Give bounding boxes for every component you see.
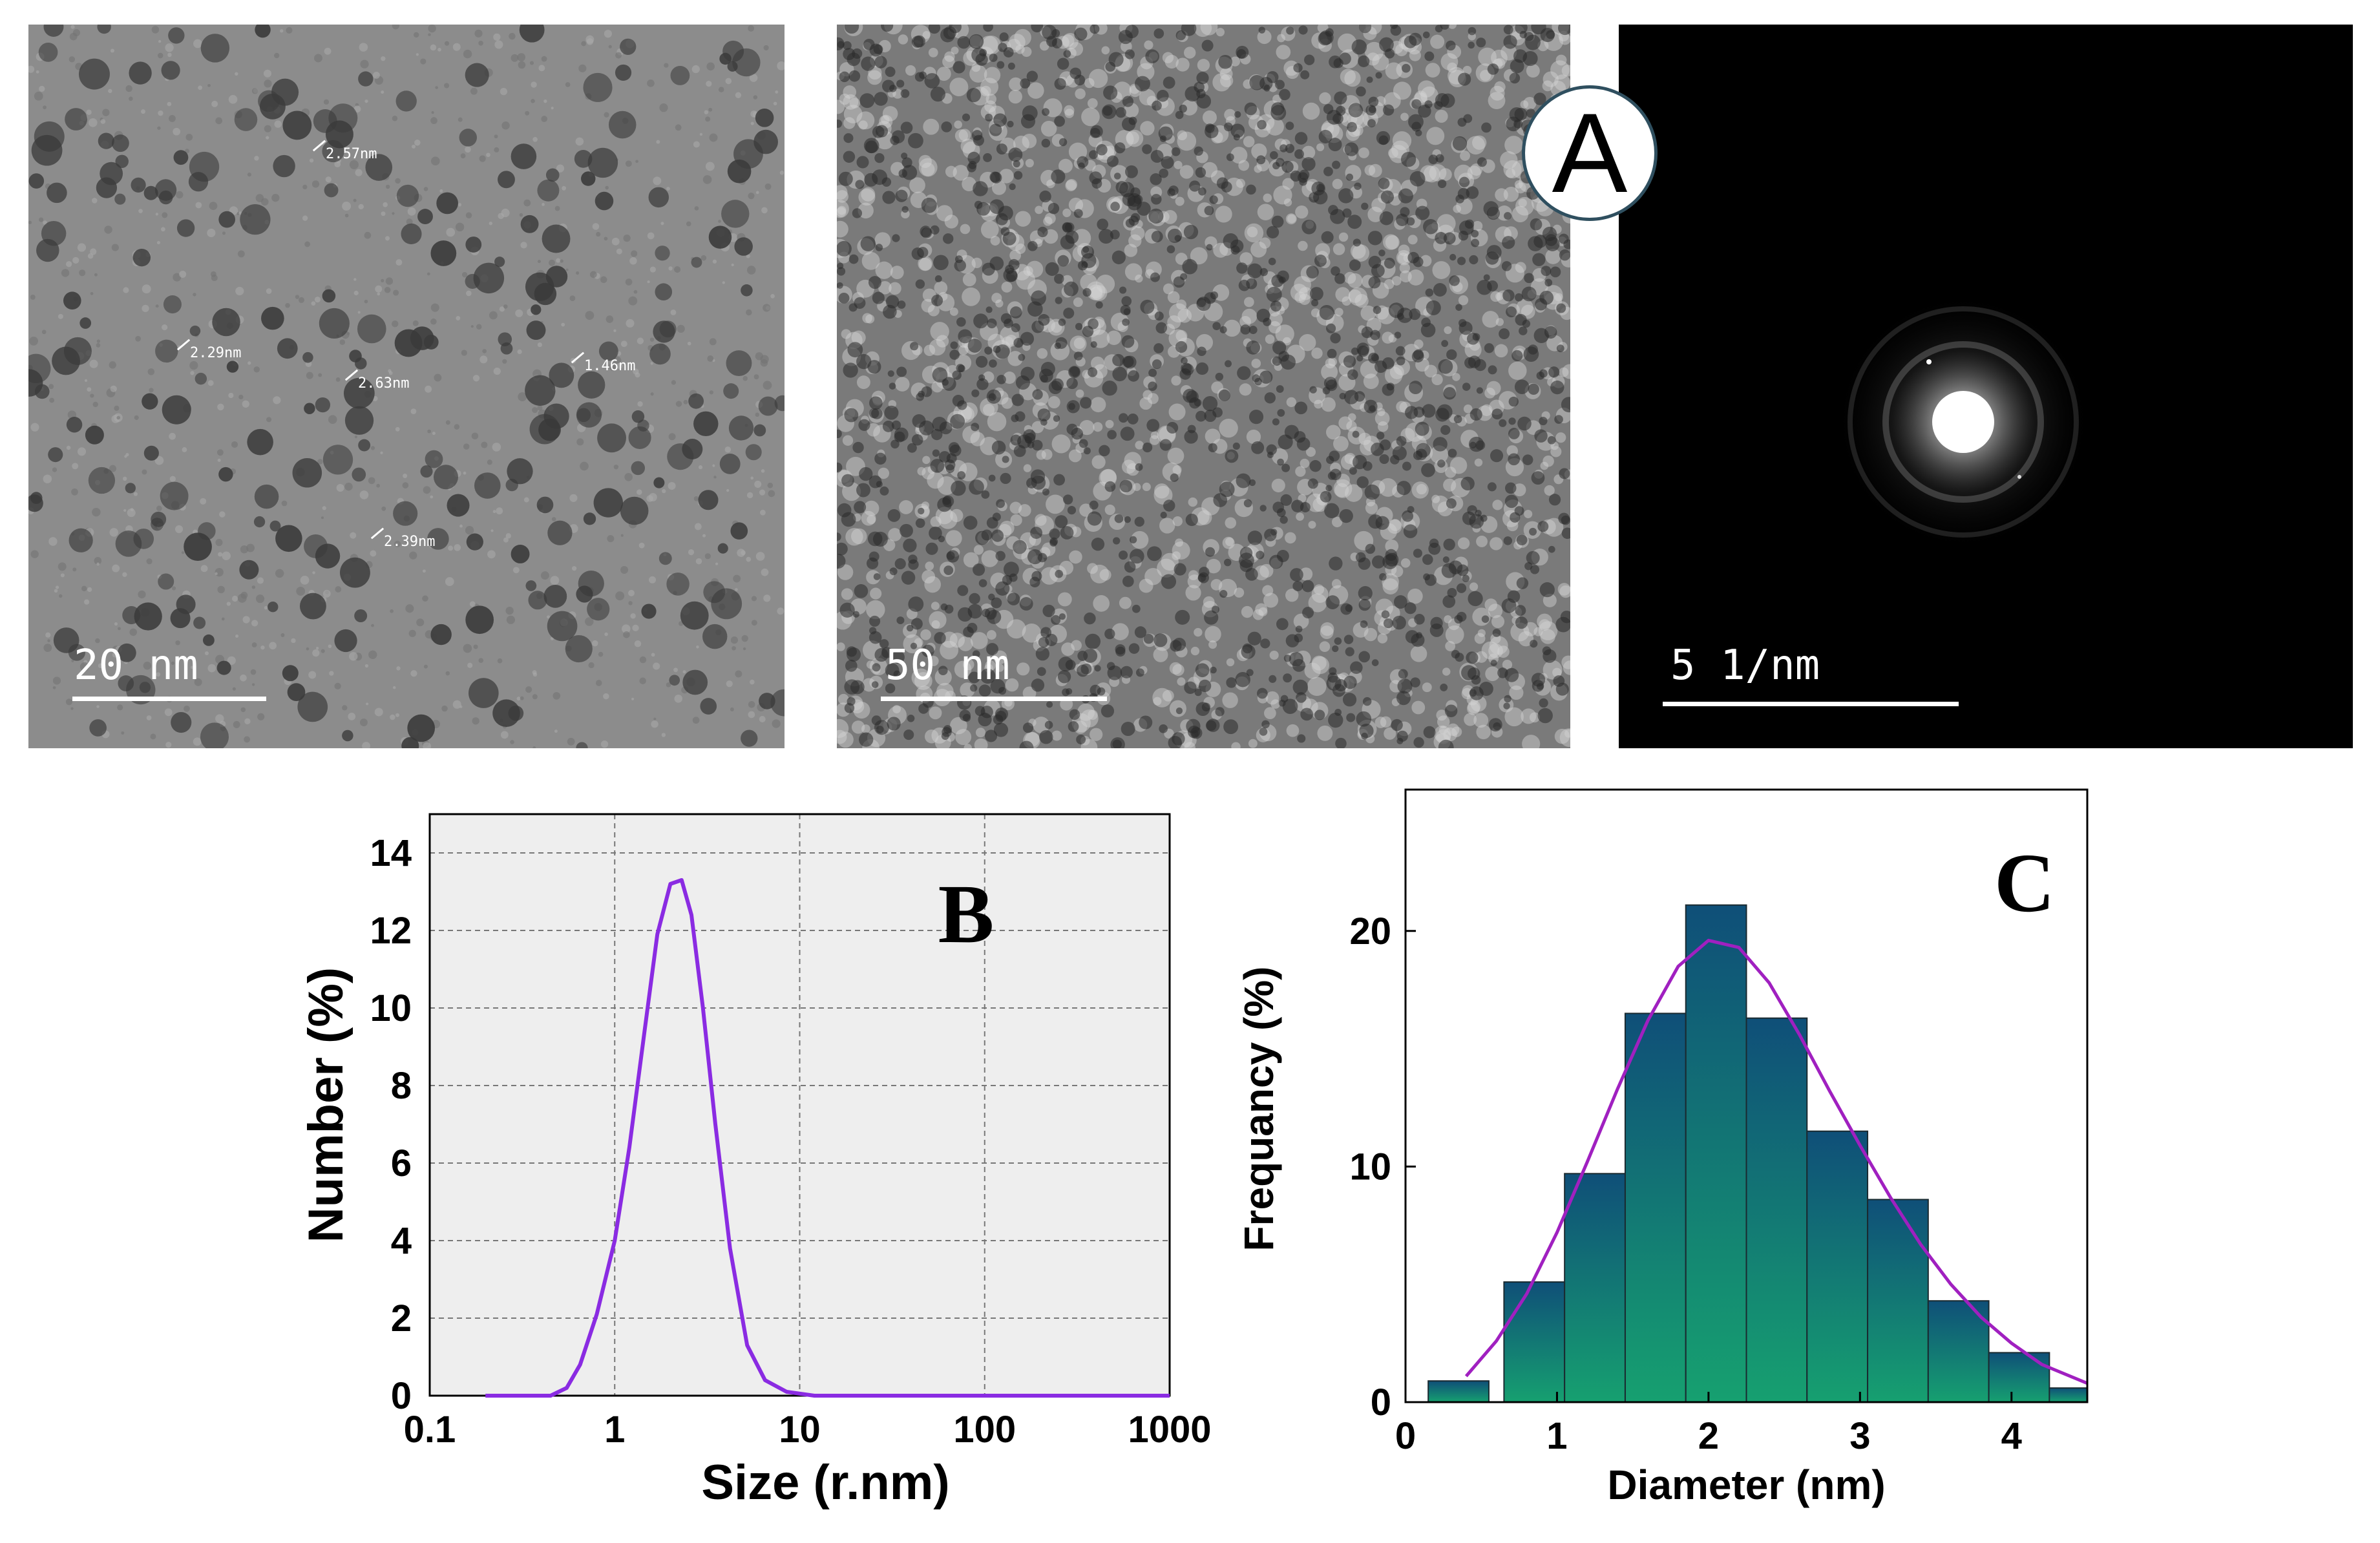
diffraction-rings — [1834, 293, 2092, 551]
measurement-label: 2.29nm — [190, 345, 242, 361]
histogram-bar — [1988, 1352, 2050, 1403]
x-tick-label: 2 — [1698, 1415, 1719, 1457]
scale-bar — [1663, 702, 1959, 706]
histogram-bar — [1624, 1013, 1687, 1403]
x-tick-label: 1 — [604, 1409, 625, 1451]
x-tick-label: 100 — [953, 1409, 1016, 1451]
y-tick-label: 20 — [1349, 910, 1391, 952]
histogram-bar — [1927, 1300, 1990, 1403]
y-tick-label: 10 — [1349, 1146, 1391, 1188]
histogram-bar — [1427, 1380, 1490, 1403]
y-tick-label: 14 — [370, 832, 412, 874]
panel-label-a: A — [1522, 85, 1658, 221]
y-tick-label: 8 — [391, 1065, 412, 1107]
chart-c-diameter-histogram: 0 1 2 3 4 0 10 20 Diameter (nm) Frequancy (%) C — [1215, 775, 2380, 1540]
histogram-bar — [2048, 1387, 2089, 1403]
saed-pattern: 5 1/nm — [1619, 25, 2353, 748]
histogram-bar — [1685, 904, 1747, 1403]
histogram-bar — [1745, 1017, 1808, 1403]
x-axis-title: Diameter (nm) — [1607, 1462, 1885, 1508]
x-tick-label: 4 — [2001, 1415, 2022, 1457]
histogram-bar — [1564, 1173, 1626, 1403]
y-tick-label: 12 — [370, 910, 412, 952]
measurement-label: 2.39nm — [384, 534, 436, 550]
x-axis-title: Size (r.nm) — [701, 1455, 949, 1510]
measurement-label: 1.46nm — [584, 358, 636, 374]
y-axis-title: Frequancy (%) — [1236, 967, 1282, 1252]
x-tick-label: 1 — [1546, 1415, 1567, 1457]
y-tick-label: 2 — [391, 1297, 412, 1339]
y-tick-label: 0 — [391, 1375, 412, 1417]
scale-bar-label: 50 nm — [885, 642, 1010, 689]
tem-particles-20nm — [28, 25, 785, 748]
measurement-label: 2.63nm — [358, 375, 410, 392]
histogram-bar — [1806, 1130, 1869, 1403]
histogram-bar — [1867, 1199, 1929, 1403]
series-line-number — [485, 878, 1170, 1398]
scale-bar — [72, 697, 266, 701]
chart-b-size-distribution: 0.1 1 10 100 1000 0 2 4 6 8 10 12 14 Size (r.nm) Numbe… — [271, 775, 1241, 1540]
y-tick-label: 0 — [1371, 1381, 1391, 1423]
histogram-bar — [1503, 1281, 1566, 1403]
y-axis-title: Number (%) — [299, 967, 353, 1243]
x-tick-label: 1000 — [1128, 1409, 1211, 1451]
fit-curve — [1464, 938, 2088, 1385]
plot-frame — [1404, 788, 2089, 1403]
plot-frame — [428, 813, 1171, 1397]
panel-label-c: C — [1994, 837, 2055, 930]
y-tick-label: 4 — [391, 1220, 412, 1262]
y-tick-label: 10 — [370, 987, 412, 1029]
tem-image-20nm: 2.57nm 2.29nm 2.63nm 1.46nm 2.39nm 20 nm — [28, 25, 785, 748]
scale-bar-label: 20 nm — [74, 642, 198, 689]
x-tick-label: 3 — [1849, 1415, 1870, 1457]
measurement-label: 2.57nm — [326, 146, 377, 162]
scale-bar-label: 5 1/nm — [1670, 642, 1820, 689]
tem-texture-50nm — [837, 25, 1570, 748]
x-tick-label: 10 — [779, 1409, 821, 1451]
scale-bar — [881, 697, 1107, 701]
tem-image-50nm: 50 nm — [837, 25, 1570, 748]
y-tick-label: 6 — [391, 1142, 412, 1184]
x-tick-label: 0 — [1395, 1415, 1416, 1457]
panel-label-b: B — [938, 868, 995, 961]
x-tick-label: 0.1 — [404, 1409, 456, 1451]
